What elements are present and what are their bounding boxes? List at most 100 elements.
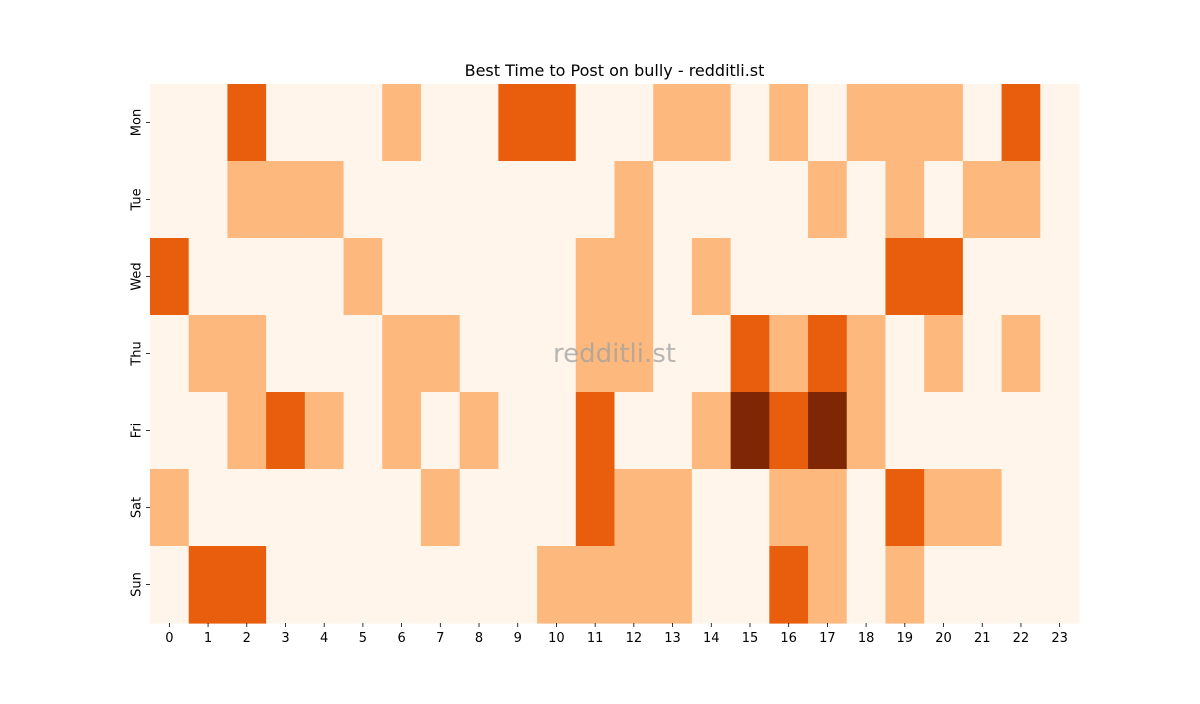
heatmap-cell-Fri-5 <box>343 392 383 470</box>
heatmap-cell-Sun-13 <box>653 546 693 624</box>
heatmap-cell-Thu-9 <box>498 315 538 393</box>
y-tick-label: Sun <box>130 572 145 597</box>
heatmap-cell-Sun-16 <box>769 546 809 624</box>
heatmap-cell-Fri-15 <box>730 392 770 470</box>
heatmap-cell-Wed-1 <box>188 238 229 316</box>
heatmap-cell-Thu-17 <box>808 315 848 393</box>
heatmap-cell-Mon-9 <box>498 84 538 162</box>
x-tick-label: 11 <box>587 631 604 646</box>
heatmap-cell-Wed-14 <box>691 238 732 316</box>
heatmap-cell-Fri-0 <box>150 392 190 470</box>
heatmap-cell-Fri-10 <box>537 392 577 470</box>
heatmap-cell-Wed-8 <box>459 238 499 316</box>
heatmap-cell-Mon-10 <box>537 84 577 162</box>
heatmap-cell-Sun-1 <box>188 546 229 624</box>
heatmap-cell-Sun-10 <box>537 546 577 624</box>
heatmap-cell-Mon-15 <box>730 84 770 162</box>
heatmap-cell-Tue-6 <box>382 161 422 239</box>
heatmap-cell-Fri-6 <box>382 392 422 470</box>
heatmap-cell-Mon-7 <box>420 84 461 162</box>
heatmap-cell-Sun-12 <box>614 546 654 624</box>
x-tick-label: 3 <box>281 631 289 646</box>
heatmap-cell-Mon-16 <box>769 84 809 162</box>
heatmap-cell-Wed-2 <box>227 238 267 316</box>
heatmap-cell-Sun-17 <box>808 546 848 624</box>
heatmap-cell-Wed-4 <box>304 238 345 316</box>
heatmap-cell-Mon-4 <box>304 84 345 162</box>
heatmap-cell-Tue-10 <box>537 161 577 239</box>
heatmap-cell-Wed-23 <box>1040 238 1080 316</box>
y-axis: Mon Tue Wed Thu Fri Sat Sun <box>130 109 150 597</box>
heatmap-cell-Fri-8 <box>459 392 499 470</box>
heatmap-cell-Thu-16 <box>769 315 809 393</box>
heatmap-cell-Fri-1 <box>188 392 229 470</box>
x-tick-label: 6 <box>397 631 405 646</box>
heatmap-cell-Sat-15 <box>730 469 770 547</box>
x-tick-label: 13 <box>664 631 681 646</box>
heatmap-cell-Mon-17 <box>808 84 848 162</box>
heatmap-cell-Mon-20 <box>924 84 964 162</box>
heatmap-cell-Fri-12 <box>614 392 654 470</box>
heatmap-cell-Sun-9 <box>498 546 538 624</box>
watermark: redditli.st <box>553 339 676 369</box>
heatmap-cell-Sun-4 <box>304 546 345 624</box>
x-tick-label: 9 <box>514 631 522 646</box>
heatmap-cell-Fri-16 <box>769 392 809 470</box>
heatmap-cell-Tue-0 <box>150 161 190 239</box>
heatmap-cell-Fri-20 <box>924 392 964 470</box>
heatmap-cell-Tue-8 <box>459 161 499 239</box>
y-tick-label: Mon <box>130 109 145 136</box>
heatmap-cell-Thu-21 <box>962 315 1003 393</box>
heatmap-cell-Sat-4 <box>304 469 345 547</box>
heatmap-cell-Wed-17 <box>808 238 848 316</box>
heatmap-cell-Thu-0 <box>150 315 190 393</box>
heatmap-cell-Sun-19 <box>885 546 925 624</box>
heatmap-cell-Fri-17 <box>808 392 848 470</box>
heatmap-cell-Tue-2 <box>227 161 267 239</box>
heatmap-cell-Thu-23 <box>1040 315 1080 393</box>
heatmap-cell-Sat-7 <box>420 469 461 547</box>
heatmap-cell-Thu-6 <box>382 315 422 393</box>
heatmap-cell-Mon-5 <box>343 84 383 162</box>
heatmap-cell-Wed-19 <box>885 238 925 316</box>
heatmap-cell-Sun-23 <box>1040 546 1080 624</box>
heatmap-cell-Sun-7 <box>420 546 461 624</box>
heatmap-cell-Mon-11 <box>575 84 616 162</box>
heatmap-cell-Wed-5 <box>343 238 383 316</box>
heatmap-cell-Mon-22 <box>1001 84 1041 162</box>
heatmap-cell-Wed-18 <box>846 238 887 316</box>
heatmap-cell-Sat-13 <box>653 469 693 547</box>
x-tick-label: 1 <box>204 631 212 646</box>
x-tick-label: 4 <box>320 631 328 646</box>
heatmap-cell-Fri-23 <box>1040 392 1080 470</box>
heatmap-cell-Tue-20 <box>924 161 964 239</box>
x-tick-label: 23 <box>1051 631 1068 646</box>
heatmap-cell-Sat-21 <box>962 469 1003 547</box>
heatmap-cell-Mon-0 <box>150 84 190 162</box>
heatmap-cell-Wed-16 <box>769 238 809 316</box>
heatmap-cell-Sat-11 <box>575 469 616 547</box>
heatmap-cell-Tue-3 <box>266 161 306 239</box>
heatmap-cell-Tue-1 <box>188 161 229 239</box>
x-axis: 0 1 2 3 4 5 6 7 8 9 10 11 12 13 14 15 16 17 18 19 20 21 22 23 <box>165 623 1068 646</box>
chart-title: Best Time to Post on bully - redditli.st <box>465 61 765 80</box>
heatmap-cell-Tue-19 <box>885 161 925 239</box>
heatmap-cell-Fri-22 <box>1001 392 1041 470</box>
heatmap-cell-Tue-15 <box>730 161 770 239</box>
heatmap-cell-Sun-22 <box>1001 546 1041 624</box>
heatmap-cell-Mon-19 <box>885 84 925 162</box>
y-tick-label: Thu <box>130 341 145 366</box>
heatmap-cell-Fri-18 <box>846 392 887 470</box>
heatmap-cells <box>150 84 1080 624</box>
heatmap-cell-Sun-18 <box>846 546 887 624</box>
heatmap-cell-Tue-9 <box>498 161 538 239</box>
heatmap-cell-Wed-3 <box>266 238 306 316</box>
heatmap-cell-Mon-12 <box>614 84 654 162</box>
heatmap-cell-Sun-6 <box>382 546 422 624</box>
heatmap-cell-Sun-21 <box>962 546 1003 624</box>
heatmap-cell-Sat-5 <box>343 469 383 547</box>
heatmap-cell-Sat-22 <box>1001 469 1041 547</box>
x-tick-label: 22 <box>1013 631 1030 646</box>
